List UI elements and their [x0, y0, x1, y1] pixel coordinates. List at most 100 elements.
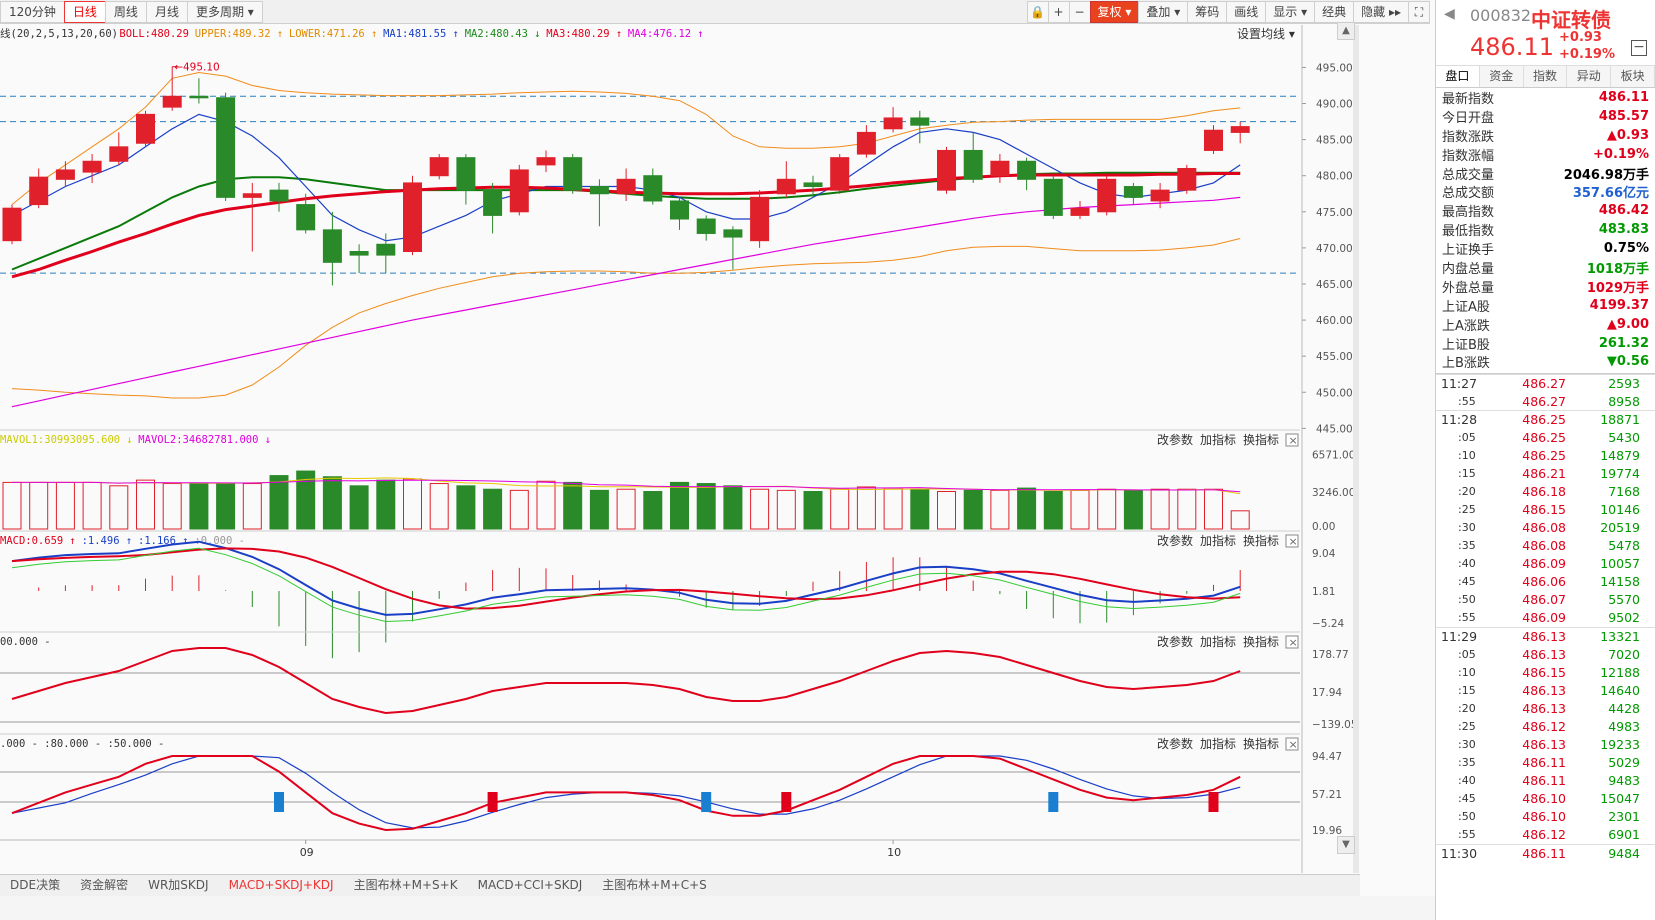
candle[interactable]	[55, 161, 75, 187]
candle[interactable]	[1070, 200, 1090, 220]
candle[interactable]	[670, 197, 689, 230]
candle[interactable]	[82, 154, 102, 183]
scroll-down-icon[interactable]: ▼	[1337, 836, 1355, 854]
prev-security-icon[interactable]: ◀	[1444, 6, 1455, 22]
lock-icon[interactable]: 🔒	[1026, 1, 1049, 23]
template-tab-4[interactable]: 主图布林+M+S+K	[353, 878, 458, 892]
candle[interactable]	[1017, 157, 1037, 191]
candle[interactable]	[803, 175, 823, 198]
candle[interactable]	[189, 78, 209, 104]
chart-scrollbar[interactable]	[1353, 25, 1359, 873]
candle[interactable]	[643, 168, 663, 205]
pane-button-2[interactable]: 换指标	[1243, 533, 1279, 548]
panel-tab-4[interactable]: 板块	[1611, 66, 1655, 87]
candle[interactable]	[723, 226, 743, 270]
candle[interactable]	[536, 150, 556, 173]
close-pane-icon[interactable]	[1285, 534, 1299, 548]
candle[interactable]	[1177, 164, 1197, 194]
candle[interactable]	[109, 132, 129, 165]
candle[interactable]	[216, 92, 236, 201]
candle[interactable]	[990, 154, 1010, 183]
candle[interactable]	[883, 107, 903, 133]
candle[interactable]	[589, 179, 609, 227]
candle[interactable]	[136, 110, 155, 147]
pane-button-0[interactable]: 改参数	[1157, 432, 1193, 447]
pane-button-1[interactable]: 加指标	[1200, 432, 1236, 447]
fullscreen-icon[interactable]: ⛶	[1408, 1, 1430, 23]
scroll-up-icon[interactable]: ▲	[1337, 22, 1355, 40]
tool-button-9[interactable]: 隐藏 ▸▸	[1353, 1, 1409, 23]
pane-button-1[interactable]: 加指标	[1200, 736, 1236, 751]
pane-button-2[interactable]: 换指标	[1243, 736, 1279, 751]
candle[interactable]	[509, 164, 529, 216]
tool-button-6[interactable]: 画线	[1226, 1, 1267, 23]
candle[interactable]	[856, 125, 876, 158]
candle[interactable]	[696, 215, 716, 241]
template-tab-3[interactable]: MACD+SKDJ+KDJ	[228, 878, 334, 892]
pane-button-0[interactable]: 改参数	[1157, 736, 1193, 751]
ma-settings-button[interactable]: 设置均线 ▾	[1237, 27, 1295, 41]
candle[interactable]	[750, 190, 770, 248]
candle[interactable]	[776, 161, 796, 198]
panel-tab-1[interactable]: 资金	[1480, 66, 1524, 87]
pane-button-1[interactable]: 加指标	[1200, 533, 1236, 548]
panel-tab-3[interactable]: 异动	[1567, 66, 1612, 87]
pane-button-2[interactable]: 换指标	[1243, 432, 1279, 447]
candle[interactable]	[910, 110, 930, 144]
candle[interactable]	[29, 168, 49, 209]
candle[interactable]	[1150, 182, 1170, 209]
candle[interactable]	[830, 154, 850, 194]
candle[interactable]	[1097, 175, 1117, 216]
candle[interactable]	[349, 244, 369, 274]
candle[interactable]	[963, 132, 983, 183]
period-button-2[interactable]: 周线	[104, 1, 147, 23]
candle[interactable]	[429, 154, 449, 180]
candle[interactable]	[483, 182, 503, 234]
panel-tab-2[interactable]: 指数	[1524, 66, 1568, 87]
candle[interactable]	[456, 154, 476, 205]
candle[interactable]	[1043, 175, 1063, 220]
close-pane-icon[interactable]	[1285, 635, 1299, 649]
template-tab-5[interactable]: MACD+CCI+SKDJ	[477, 878, 583, 892]
tool-button-5[interactable]: 筹码	[1187, 1, 1228, 23]
candle[interactable]	[376, 233, 396, 274]
tool-button-8[interactable]: 经典	[1314, 1, 1355, 23]
zoom-out-icon[interactable]: −	[1068, 1, 1091, 23]
pane-button-2[interactable]: 换指标	[1243, 634, 1279, 649]
candle[interactable]	[162, 66, 182, 111]
tick-time: :40	[1458, 557, 1476, 571]
zoom-in-icon[interactable]: +	[1047, 1, 1070, 23]
candle[interactable]	[937, 146, 956, 194]
candle[interactable]	[2, 204, 22, 245]
close-pane-icon[interactable]	[1285, 433, 1299, 447]
period-button-3[interactable]: 月线	[145, 1, 188, 23]
candle[interactable]	[403, 175, 422, 256]
template-tab-2[interactable]: WR加SKDJ	[148, 878, 209, 892]
candle[interactable]	[563, 154, 583, 194]
candle[interactable]	[269, 182, 289, 212]
period-button-1[interactable]: 日线	[63, 1, 106, 23]
panel-tab-0[interactable]: 盘口	[1436, 66, 1480, 87]
collapse-icon[interactable]: −	[1631, 40, 1647, 56]
period-button-4[interactable]: 更多周期 ▾	[186, 1, 263, 23]
tool-button-3[interactable]: 复权 ▾	[1089, 1, 1140, 23]
candle[interactable]	[242, 182, 262, 252]
tool-button-7[interactable]: 显示 ▾	[1265, 1, 1316, 23]
pane-button-1[interactable]: 加指标	[1200, 634, 1236, 649]
candle[interactable]	[616, 168, 636, 201]
candle[interactable]	[296, 193, 316, 234]
close-pane-icon[interactable]	[1285, 737, 1299, 751]
period-button-0[interactable]: 120分钟	[0, 1, 65, 23]
candle[interactable]	[1204, 125, 1223, 155]
candle[interactable]	[1230, 121, 1250, 144]
template-tab-6[interactable]: 主图布林+M+C+S	[602, 878, 707, 892]
candle[interactable]	[1123, 182, 1143, 205]
pane-button-0[interactable]: 改参数	[1157, 533, 1193, 548]
kline-svg[interactable]: 线(20,2,5,13,20,60) BOLL:480.29 UPPER:489.3…	[0, 25, 1360, 873]
candle[interactable]	[322, 211, 342, 286]
kline-chart-area[interactable]: 线(20,2,5,13,20,60) BOLL:480.29 UPPER:489.3…	[0, 25, 1360, 873]
template-tab-1[interactable]: 资金解密	[80, 878, 129, 892]
template-tab-0[interactable]: DDE决策	[10, 878, 61, 892]
pane-button-0[interactable]: 改参数	[1157, 634, 1193, 649]
tool-button-4[interactable]: 叠加 ▾	[1138, 1, 1189, 23]
